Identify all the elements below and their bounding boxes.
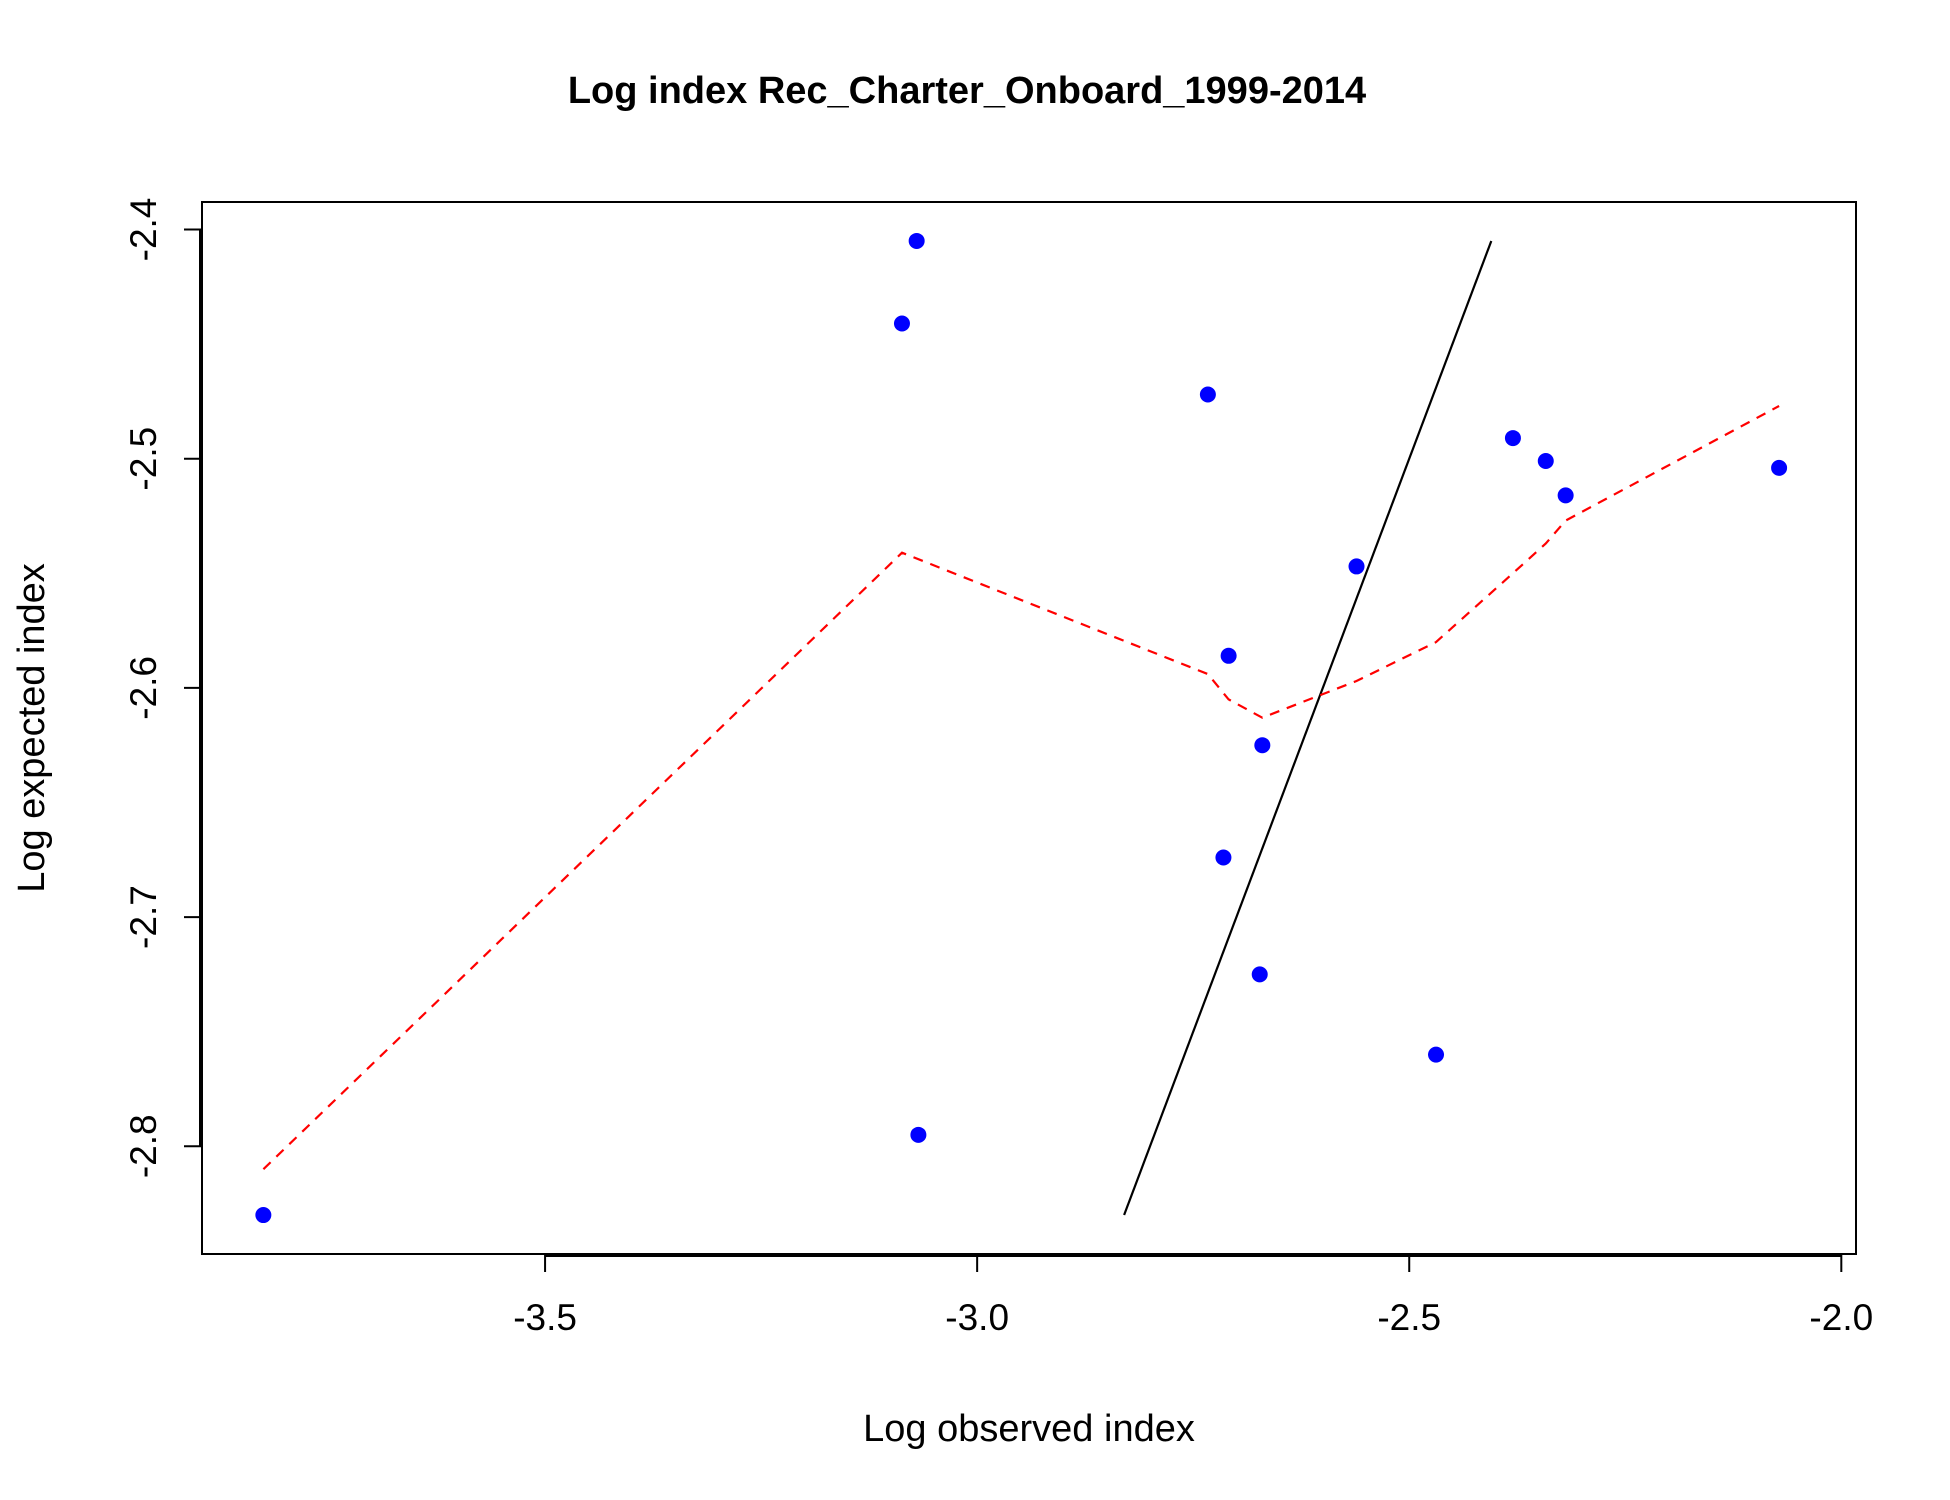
x-tick-label: -2.0 <box>1809 1297 1873 1338</box>
data-point <box>893 315 910 332</box>
data-point <box>1557 487 1574 504</box>
data-point <box>910 1126 927 1143</box>
one-to-one-line <box>1123 240 1493 1216</box>
x-tick-label: -3.0 <box>945 1297 1009 1338</box>
data-point <box>908 232 925 249</box>
data-point <box>1348 558 1365 575</box>
chart-title: Log index Rec_Charter_Onboard_1999-2014 <box>568 70 1366 112</box>
y-axis-label: Log expected index <box>11 563 53 893</box>
data-point <box>1428 1046 1445 1063</box>
data-point <box>1199 386 1216 403</box>
data-point <box>1537 452 1554 469</box>
data-point <box>255 1207 272 1224</box>
plot-area <box>255 232 1788 1224</box>
smoother-line <box>262 405 1780 1170</box>
x-axis: -3.5 -3.0 -2.5 -2.0 <box>513 1254 1873 1338</box>
x-axis-label: Log observed index <box>863 1408 1195 1450</box>
x-tick-label: -3.5 <box>513 1297 577 1338</box>
y-tick-label: -2.5 <box>123 427 164 491</box>
data-point <box>1504 430 1521 447</box>
y-tick-label: -2.4 <box>123 198 164 262</box>
plot-frame <box>201 201 1857 1255</box>
y-tick-label: -2.6 <box>123 656 164 720</box>
y-tick-label: -2.7 <box>123 885 164 949</box>
x-tick-label: -2.5 <box>1377 1297 1441 1338</box>
data-point <box>1254 737 1271 754</box>
data-point <box>1771 459 1788 476</box>
data-point <box>1215 849 1232 866</box>
data-point <box>1220 647 1237 664</box>
y-axis: -2.8 -2.7 -2.6 -2.5 -2.4 <box>123 198 202 1178</box>
y-tick-label: -2.8 <box>123 1114 164 1178</box>
data-point <box>1251 966 1268 983</box>
